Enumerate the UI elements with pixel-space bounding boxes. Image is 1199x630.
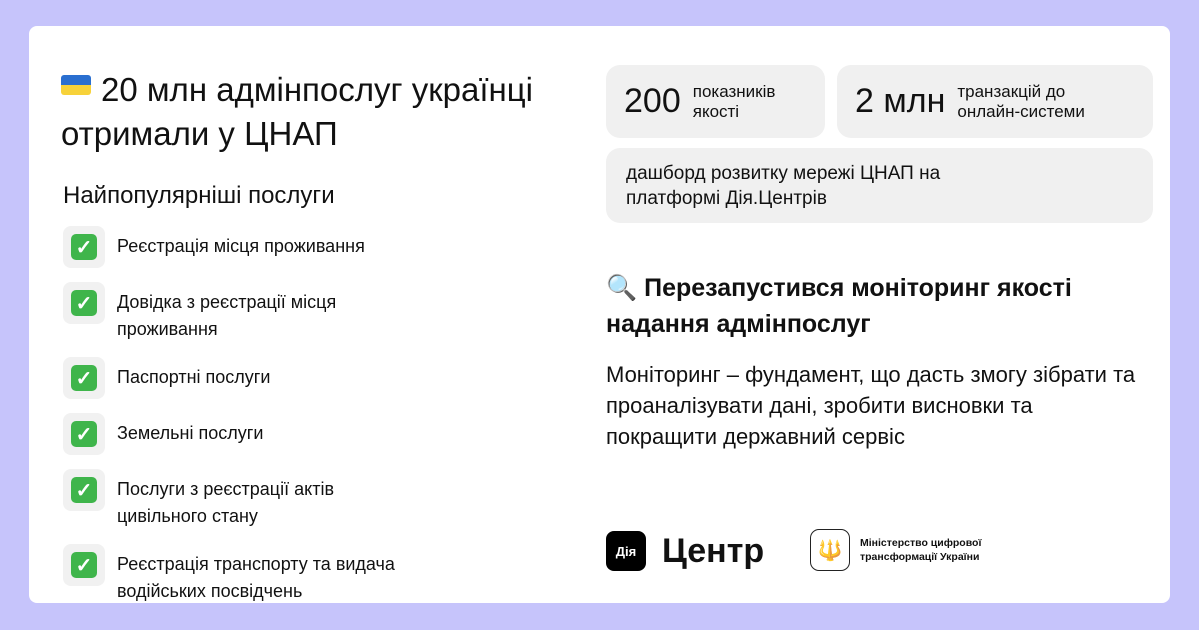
check-icon: ✓ [63,226,105,268]
card: 20 млн адмінпослуг українці отримали у Ц… [29,26,1170,603]
list-item: ✓ Довідка з реєстрації місця проживання [63,282,543,343]
list-item: ✓ Реєстрація місця проживання [63,226,543,268]
list-item: ✓ Послуги з реєстрації актів цивільного с… [63,469,543,530]
trident-icon: 🔱 [810,529,850,571]
check-icon: ✓ [63,544,105,586]
check-icon: ✓ [63,413,105,455]
dia-centr-logo: Дія Центр [606,531,764,571]
services-list: ✓ Реєстрація місця проживання ✓ Довідка з … [63,226,543,619]
ministry-logo: 🔱 Міністерство цифрової трансформації Укр… [810,529,1000,571]
check-icon: ✓ [63,469,105,511]
monitoring-text: Моніторинг – фундамент, що дасть змогу з… [606,362,1136,449]
services-heading: Найпопулярніші послуги [63,182,335,209]
ukraine-flag-icon [61,75,91,95]
stat-transactions: 2 млн транзакцій до онлайн-системи [837,65,1153,138]
check-icon: ✓ [63,357,105,399]
list-item: ✓ Паспортні послуги [63,357,543,399]
dia-logo: Дія [606,531,646,571]
list-item: ✓ Земельні послуги [63,413,543,455]
stat-quality: 200 показників якості [606,65,825,138]
page-title: 20 млн адмінпослуг українці отримали у Ц… [61,71,534,152]
dashboard-note: дашборд розвитку мережі ЦНАП на платформ… [606,148,1153,223]
magnifier-icon: 🔍 [606,274,638,302]
list-item: ✓ Реєстрація транспорту та видача водійсь… [63,544,543,605]
check-icon: ✓ [63,282,105,324]
monitoring-heading: 🔍 Перезапустився моніторинг якості надан… [606,274,1072,338]
